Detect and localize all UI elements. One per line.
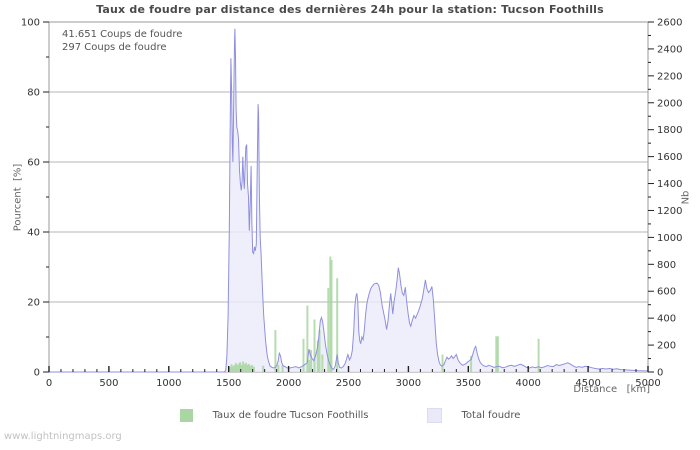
legend: Taux de foudre Tucson Foothills Total fo… (0, 408, 700, 423)
watermark: www.lightningmaps.org (4, 431, 122, 442)
svg-text:0: 0 (657, 368, 663, 379)
y-right-axis-title: Nb (680, 190, 692, 205)
svg-text:4000: 4000 (515, 378, 540, 389)
legend-item-total: Total foudre (426, 408, 521, 423)
annotation-total-strikes: 41.651 Coups de foudre (62, 29, 183, 40)
svg-text:1000: 1000 (156, 378, 181, 389)
total-series-swatch (426, 408, 442, 423)
y-left-axis-title: Pourcent [%] (12, 163, 24, 232)
svg-text:20: 20 (27, 298, 40, 309)
svg-text:4500: 4500 (575, 378, 600, 389)
svg-text:500: 500 (99, 378, 118, 389)
svg-text:2200: 2200 (657, 71, 682, 82)
svg-text:3000: 3000 (396, 378, 421, 389)
svg-text:1400: 1400 (657, 179, 682, 190)
x-axis-title: Distance [km] (573, 384, 650, 395)
svg-text:400: 400 (657, 314, 676, 325)
svg-text:2600: 2600 (657, 18, 682, 29)
svg-text:0: 0 (34, 368, 40, 379)
svg-text:1000: 1000 (657, 233, 682, 244)
chart-title: Taux de foudre par distance des dernière… (96, 3, 604, 16)
svg-text:200: 200 (657, 341, 676, 352)
svg-text:0: 0 (46, 378, 52, 389)
svg-text:2000: 2000 (276, 378, 301, 389)
rate-series-swatch (179, 409, 193, 422)
svg-text:800: 800 (657, 260, 676, 271)
legend-item-rate: Taux de foudre Tucson Foothills (179, 408, 369, 423)
svg-text:600: 600 (657, 287, 676, 298)
svg-text:2000: 2000 (657, 98, 682, 109)
svg-text:3500: 3500 (456, 378, 481, 389)
legend-label-total: Total foudre (461, 410, 521, 421)
svg-text:2500: 2500 (336, 378, 361, 389)
svg-text:2400: 2400 (657, 44, 682, 55)
svg-text:40: 40 (27, 228, 40, 239)
svg-text:1600: 1600 (657, 152, 682, 163)
legend-label-rate: Taux de foudre Tucson Foothills (212, 410, 369, 421)
annotation-station-strikes: 297 Coups de foudre (62, 42, 167, 53)
svg-text:1800: 1800 (657, 125, 682, 136)
svg-text:1200: 1200 (657, 206, 682, 217)
svg-text:60: 60 (27, 158, 40, 169)
svg-text:100: 100 (21, 18, 40, 29)
svg-text:1500: 1500 (216, 378, 241, 389)
svg-text:80: 80 (27, 88, 40, 99)
svg-text:5000: 5000 (635, 378, 660, 389)
